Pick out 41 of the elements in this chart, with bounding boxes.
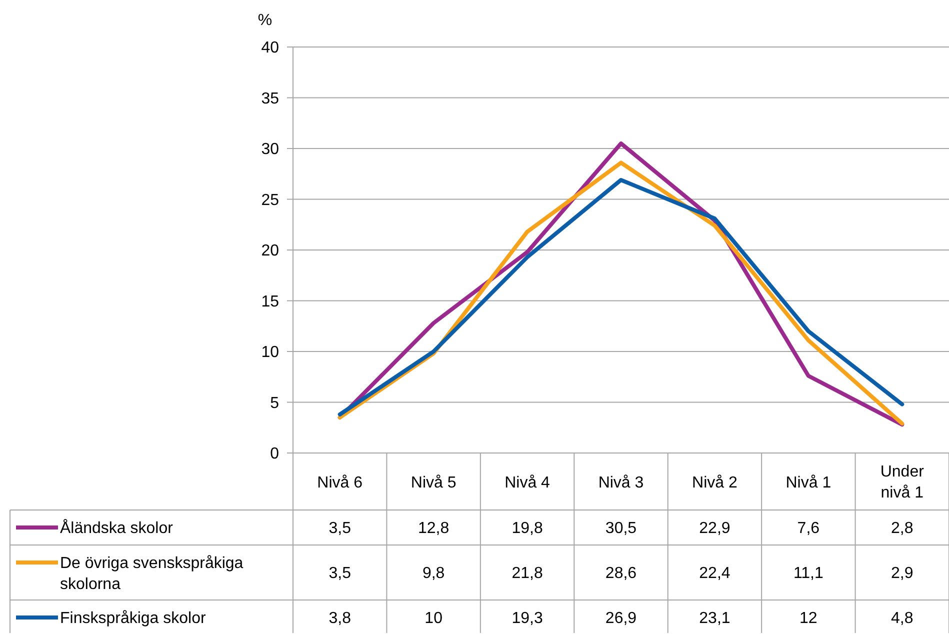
data-label: 3,5 <box>328 520 352 538</box>
data-label: 22,9 <box>699 520 730 538</box>
data-label: 19,8 <box>512 520 543 538</box>
data-label: 19,3 <box>512 610 543 628</box>
y-tick-label: 0 <box>270 446 280 463</box>
x-tick-label: Nivå 5 <box>410 474 456 492</box>
y-tick-label: 10 <box>261 344 280 362</box>
data-label: 4,8 <box>891 610 914 628</box>
y-tick-label: 15 <box>261 293 280 310</box>
x-tick-label: Under nivå 1 <box>880 464 925 502</box>
data-label: 3,5 <box>328 565 352 582</box>
data-label: 12 <box>800 610 818 628</box>
legend-label: Finskspråkiga skolor <box>60 610 206 628</box>
data-label: 30,5 <box>605 520 637 538</box>
y-tick-label: 5 <box>270 394 280 412</box>
y-tick-label: 40 <box>261 40 280 57</box>
data-label: 9,8 <box>422 565 445 582</box>
data-label: 2,9 <box>891 565 914 582</box>
x-tick-label: Nivå 3 <box>598 474 644 492</box>
data-label: 3,8 <box>328 610 352 628</box>
data-label: 26,9 <box>605 610 637 628</box>
x-tick-label: Nivå 1 <box>786 474 832 492</box>
y-tick-label: 20 <box>261 242 280 260</box>
x-tick-label: Nivå 2 <box>692 474 738 492</box>
x-tick-label: Nivå 4 <box>504 474 550 492</box>
data-label: 21,8 <box>512 565 543 582</box>
data-label: 12,8 <box>418 520 450 538</box>
legend-label: De övriga svenskspråkiga skolorna <box>60 555 244 594</box>
y-tick-label: 25 <box>261 192 280 209</box>
data-label: 10 <box>424 610 443 628</box>
x-tick-label: Nivå 6 <box>317 474 363 492</box>
data-label: 11,1 <box>793 565 824 582</box>
y-axis-title: % <box>258 12 272 29</box>
data-label: 28,6 <box>605 565 637 582</box>
y-tick-label: 35 <box>261 90 280 108</box>
data-label: 23,1 <box>699 610 730 628</box>
data-label: 22,4 <box>699 565 730 582</box>
legend-label: Åländska skolor <box>60 519 174 538</box>
data-label: 2,8 <box>891 520 914 538</box>
y-tick-label: 30 <box>261 141 280 158</box>
data-label: 7,6 <box>797 520 820 538</box>
